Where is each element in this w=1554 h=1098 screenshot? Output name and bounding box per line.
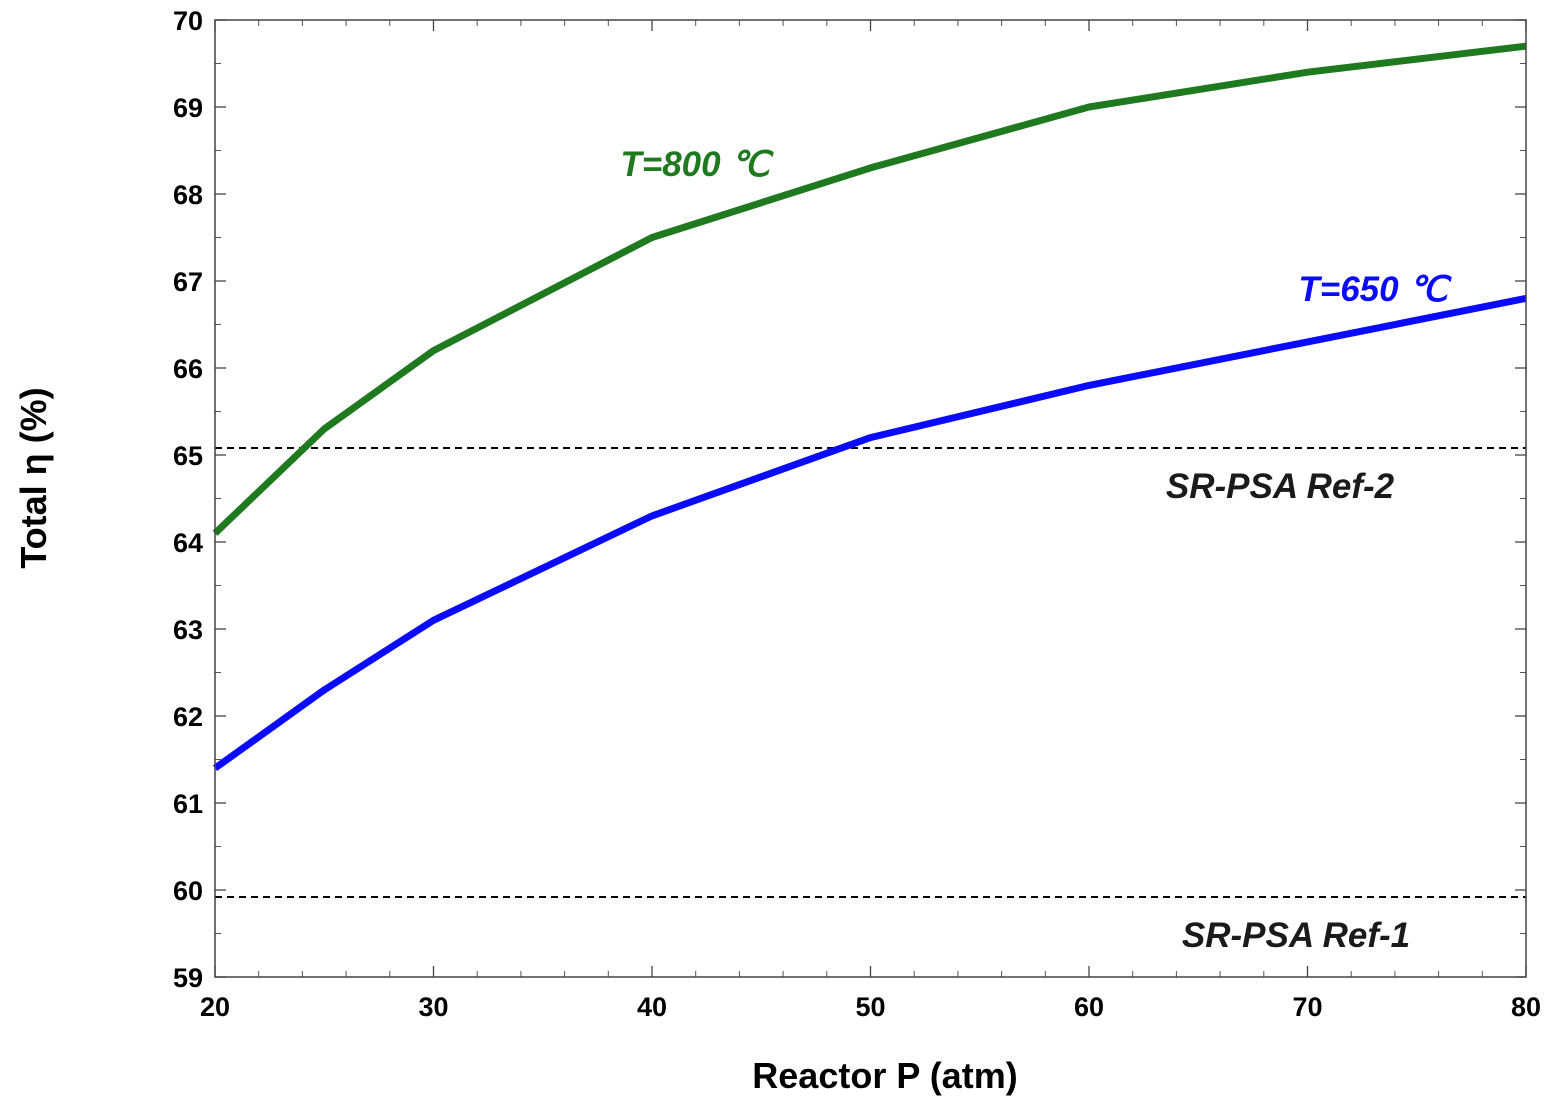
y-tick-labels: 59 60 61 62 63 64 65 66 67 68 69 70 [173, 6, 203, 993]
x-tick-label: 70 [1292, 992, 1322, 1022]
y-tick-label: 63 [173, 615, 203, 645]
y-tick-label: 68 [173, 180, 203, 210]
series-line [212, 294, 1527, 772]
y-tick-label: 59 [173, 963, 203, 993]
x-tick-label: 30 [418, 992, 448, 1022]
y-tick-label: 62 [173, 702, 203, 732]
y-tick-label: 61 [173, 789, 203, 819]
reference-line-label: SR-PSA Ref-1 [1182, 916, 1410, 955]
x-tick-label: 50 [855, 992, 885, 1022]
y-tick-label: 65 [173, 441, 203, 471]
x-axis-title: Reactor P (atm) [752, 1055, 1017, 1096]
minor-ticks [215, 20, 1526, 977]
reference-lines [215, 447, 1526, 898]
y-tick-label: 67 [173, 267, 203, 297]
series-label: T=800 ℃ [620, 145, 774, 184]
x-tick-label: 60 [1074, 992, 1104, 1022]
y-tick-label: 66 [173, 354, 203, 384]
reference-line-label: SR-PSA Ref-2 [1166, 467, 1395, 506]
series-line [212, 42, 1527, 536]
plot-frame [214, 19, 1527, 978]
series-lines [212, 42, 1527, 772]
y-axis-title: Total η (%) [13, 387, 54, 568]
x-tick-labels: 20 30 40 50 60 70 80 [200, 992, 1541, 1022]
y-tick-label: 64 [173, 528, 203, 558]
y-tick-label: 60 [173, 876, 203, 906]
annotations: SR-PSA Ref-2 SR-PSA Ref-1 T=800 ℃ T=650 ℃ [620, 145, 1452, 955]
x-tick-label: 80 [1511, 992, 1541, 1022]
x-tick-label: 40 [637, 992, 667, 1022]
series-label: T=650 ℃ [1298, 270, 1452, 309]
y-tick-label: 70 [173, 6, 203, 36]
y-tick-label: 69 [173, 93, 203, 123]
x-tick-label: 20 [200, 992, 230, 1022]
